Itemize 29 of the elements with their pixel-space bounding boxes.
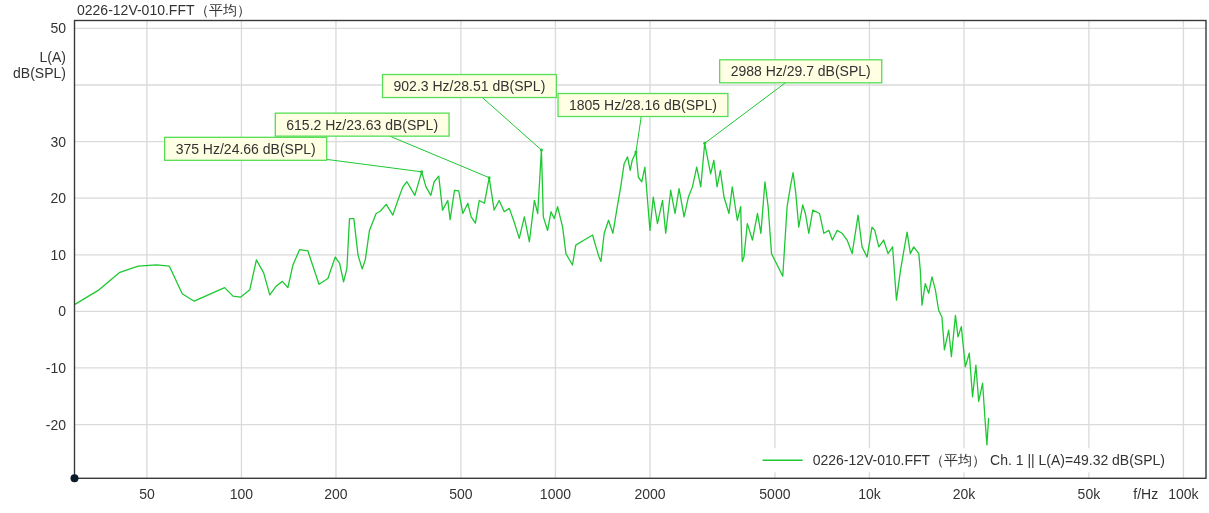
x-tick-label: 50 <box>139 486 155 503</box>
y-tick-label: -10 <box>45 359 67 376</box>
x-axis-title: f/Hz <box>1133 486 1159 503</box>
x-tick-label: 1000 <box>539 486 572 503</box>
x-tick-label: 10k <box>858 486 882 503</box>
chart-title: 0226-12V-010.FFT（平均） <box>77 2 251 18</box>
y-tick-label: 30 <box>50 133 67 150</box>
annotation: 1805 Hz/28.16 dB(SPL) <box>569 97 717 114</box>
x-tick-label: 2000 <box>634 486 666 503</box>
annotation: 375 Hz/24.66 dB(SPL) <box>175 140 316 157</box>
y-tick-label: -20 <box>45 416 67 433</box>
x-tick-label: 50k <box>1077 486 1102 503</box>
x-tick-label: 100 <box>229 486 254 503</box>
x-tick-label: 200 <box>324 486 348 503</box>
annotation: 2988 Hz/29.7 dB(SPL) <box>730 63 871 80</box>
y-tick-label: 0 <box>58 303 67 320</box>
x-tick-label: 100k <box>1168 486 1200 503</box>
annotation: 375 Hz/24.66 dB(SPL) <box>164 136 424 174</box>
x-tick-label: 20k <box>952 486 977 503</box>
y-axis-title: L(A) dB(SPL) <box>13 49 66 81</box>
x-tick-label: 5000 <box>759 486 791 503</box>
x-tick-label: 500 <box>449 486 473 503</box>
y-tick-label: 10 <box>50 246 67 263</box>
annotation: 615.2 Hz/23.63 dB(SPL) <box>286 116 439 133</box>
annotation: 1805 Hz/28.16 dB(SPL) <box>557 92 729 154</box>
y-tick-label: 50 <box>50 20 67 37</box>
annotation: 902.3 Hz/28.51 dB(SPL) <box>393 78 546 95</box>
y-tick-label: 20 <box>50 190 67 207</box>
legend-label: 0226-12V-010.FFT（平均） Ch. 1 || L(A)=49.32 dB(SPL) <box>812 452 1165 469</box>
